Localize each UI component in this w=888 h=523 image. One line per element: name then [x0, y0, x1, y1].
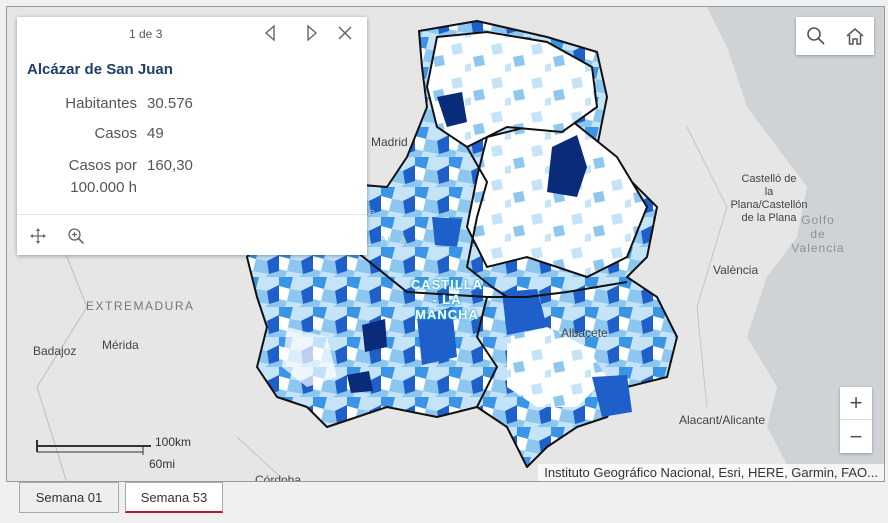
field-row-habitantes: Habitantes 30.576: [17, 95, 367, 115]
chevron-right-icon: [307, 24, 318, 42]
label-valencia: València: [713, 263, 759, 277]
map-view[interactable]: Madrid EXTREMADURA Badajoz Mérida Castel…: [6, 6, 885, 482]
scale-line: [36, 440, 151, 455]
map-attribution[interactable]: Instituto Geográfico Nacional, Esri, HER…: [538, 464, 884, 481]
field-value: 49: [147, 125, 164, 142]
map-toolbar: [796, 17, 874, 55]
scale-mi-label: 60mi: [149, 457, 176, 471]
pan-button[interactable]: [29, 227, 47, 245]
scale-km-label: 100km: [155, 435, 192, 449]
zoom-out-button[interactable]: −: [849, 423, 863, 449]
close-popup-button[interactable]: [335, 23, 355, 43]
label-castello: Castelló de la Plana/Castellón de la Pla…: [730, 173, 808, 224]
label-golfo-valencia: Golfo de Valencia: [791, 213, 845, 255]
field-label: Habitantes: [65, 95, 137, 112]
field-row-casos-100k: Casos por 100.000 h 160,30: [17, 155, 367, 199]
label-albacete: Albacete: [561, 326, 608, 340]
feature-popup: 1 de 3 Alcázar: [17, 17, 367, 255]
label-alacant: Alacant/Alicante: [679, 413, 766, 427]
label-madrid: Madrid: [371, 135, 408, 149]
home-icon: [846, 28, 863, 45]
home-button[interactable]: [835, 17, 874, 55]
tab-semana-01[interactable]: Semana 01: [19, 482, 119, 513]
field-value: 160,30: [147, 157, 193, 174]
label-extremadura: EXTREMADURA: [86, 299, 195, 313]
zoom-to-button[interactable]: [67, 227, 85, 245]
popup-header: 1 de 3: [17, 17, 367, 49]
label-castilla-la-mancha: CASTILLA - LA MANCHA: [410, 277, 484, 322]
field-label: Casos por 100.000 h: [68, 157, 137, 196]
label-merida: Mérida: [102, 338, 139, 352]
popup-title: Alcázar de San Juan: [27, 61, 173, 78]
prev-feature-button[interactable]: [261, 23, 281, 43]
label-halo-text: A N A: [363, 233, 411, 248]
tab-semana-53[interactable]: Semana 53: [125, 482, 223, 513]
search-button[interactable]: [796, 17, 835, 55]
search-icon: [806, 27, 825, 45]
field-label: Casos: [94, 125, 137, 142]
scale-bar: 100km 60mi: [33, 435, 193, 471]
chevron-left-icon: [264, 24, 275, 42]
field-value: 30.576: [147, 95, 193, 112]
popup-footer: [17, 214, 367, 255]
label-badajoz: Badajoz: [33, 344, 77, 358]
zoom-control: + −: [840, 387, 872, 453]
close-icon: [338, 26, 352, 40]
next-feature-button[interactable]: [301, 23, 321, 43]
zoom-in-icon: [68, 228, 85, 245]
pan-icon: [30, 228, 46, 244]
basemap: [26, 7, 884, 481]
field-row-casos: Casos 49: [17, 125, 367, 145]
zoom-in-button[interactable]: +: [840, 387, 872, 420]
label-cordoba: Córdoba: [255, 473, 302, 482]
popup-pager: 1 de 3: [129, 27, 163, 41]
